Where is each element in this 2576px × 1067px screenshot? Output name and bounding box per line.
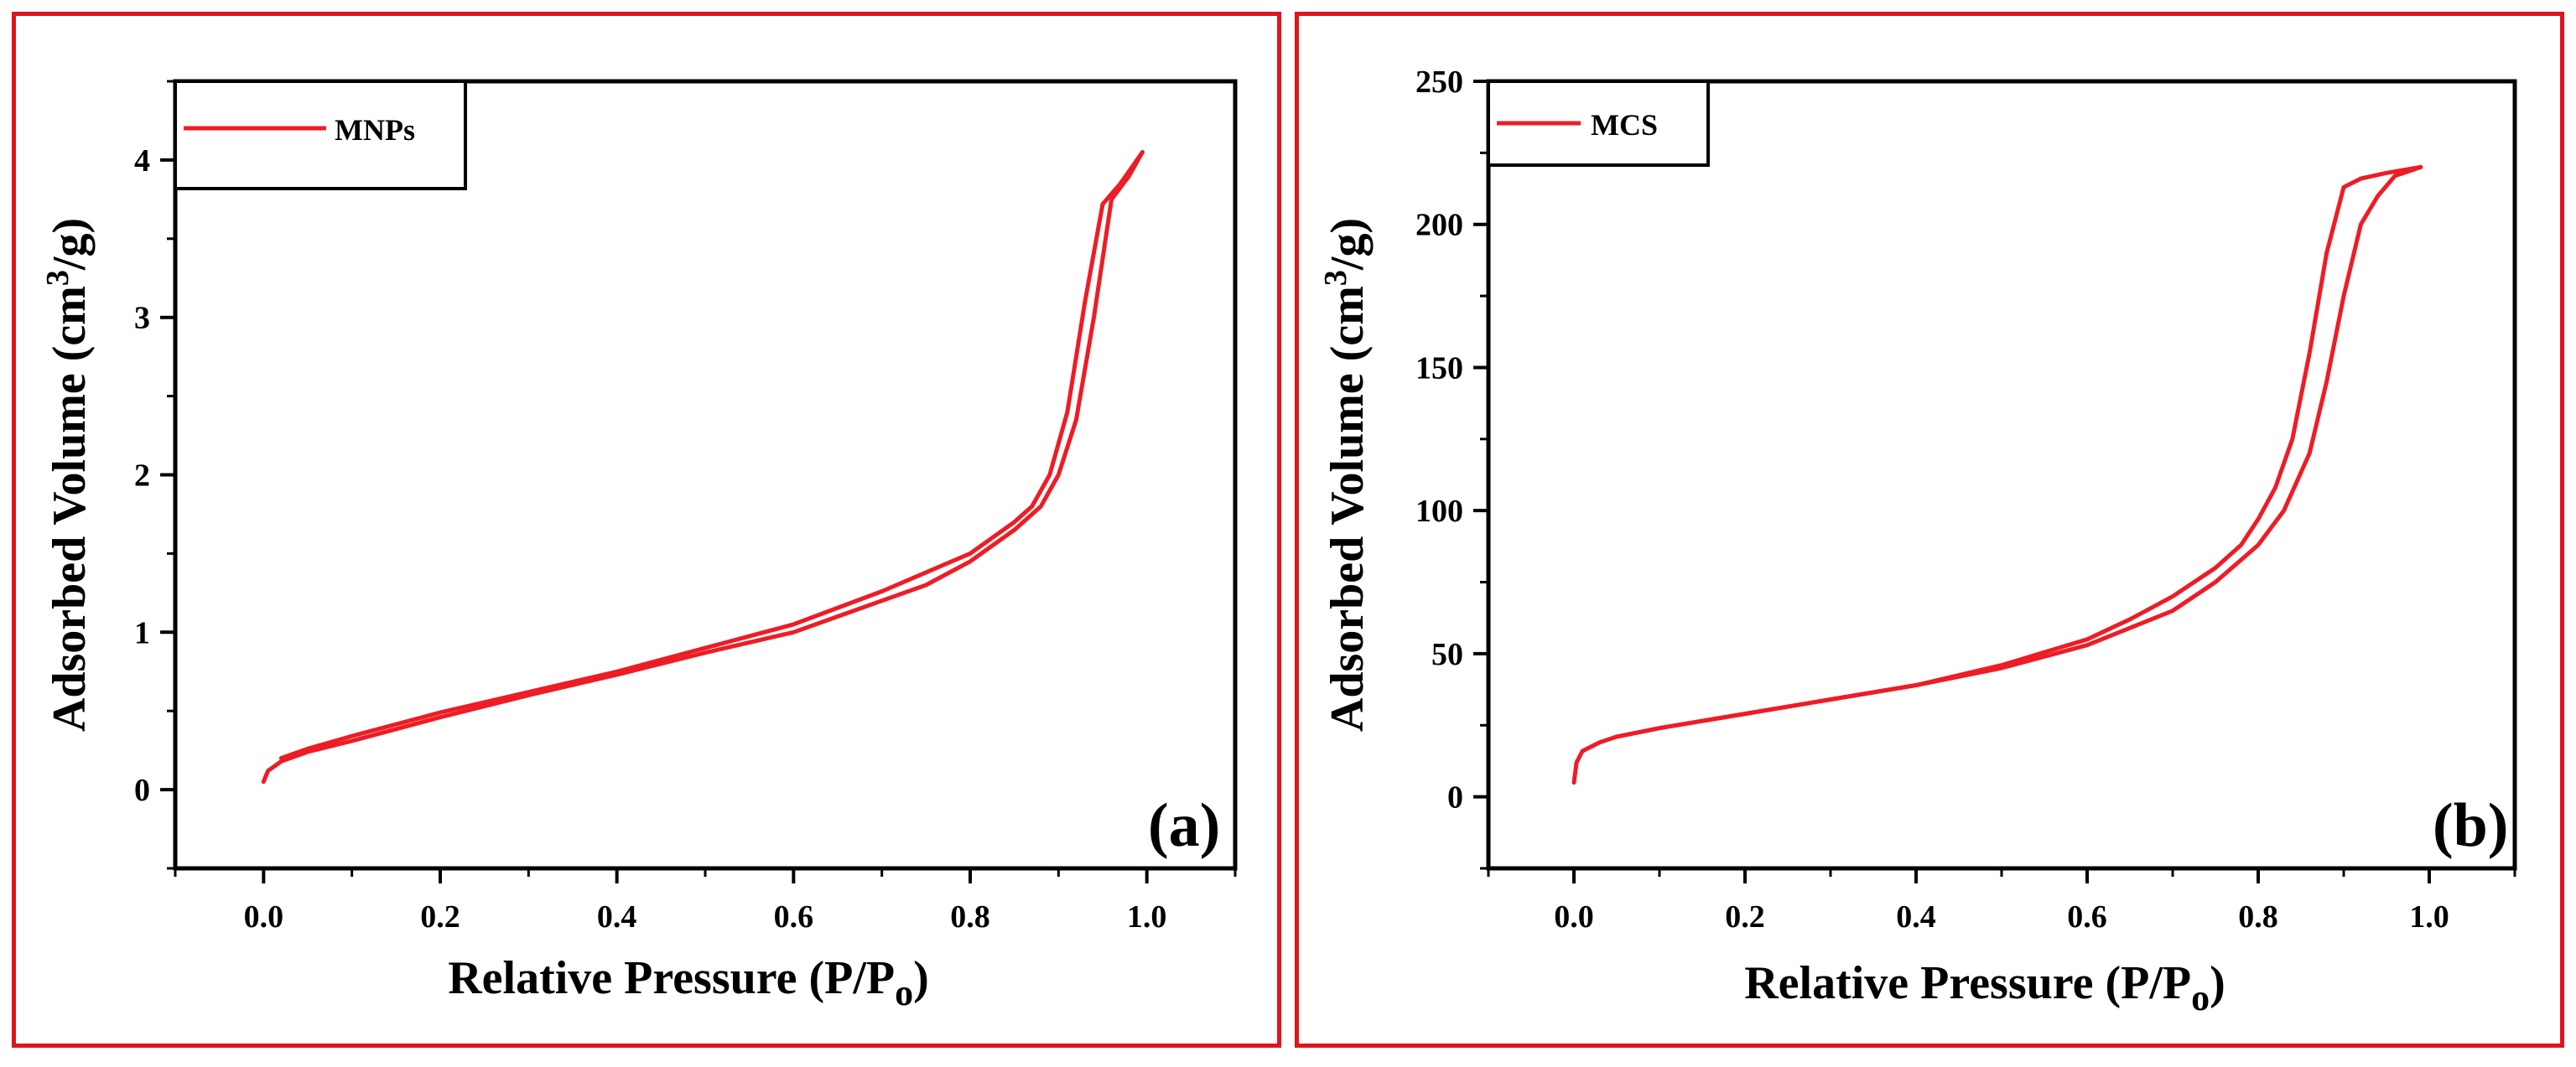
- y-tick-label: 100: [1415, 494, 1463, 529]
- y-axis-title: Adsorbed Volume (cm3/g): [40, 218, 96, 732]
- y-tick-label: 250: [1415, 65, 1463, 100]
- y-axis-title-suffix: /g): [44, 218, 96, 271]
- series-line-mnps-adsorption: [261, 150, 1145, 785]
- x-tick-label: 0.6: [774, 899, 814, 935]
- x-axis-title-subscript: o: [2191, 977, 2210, 1018]
- legend-label: MCS: [1591, 108, 1658, 142]
- y-tick-label: 200: [1415, 208, 1463, 243]
- x-axis-title: Relative Pressure (P/Po): [448, 952, 929, 1013]
- x-axis-title-subscript: o: [895, 972, 913, 1013]
- series-line-mcs-adsorption: [1571, 164, 2423, 785]
- x-axis-title-main: Relative Pressure (P/P: [1744, 957, 2191, 1009]
- y-tick-label: 0: [134, 773, 150, 808]
- x-tick-label: 1.0: [2409, 899, 2449, 935]
- plot-area-frame: [173, 79, 1238, 871]
- x-axis-title-tail: ): [2210, 957, 2225, 1009]
- plot-area-frame: [1486, 79, 2517, 871]
- y-tick-label: 0: [1447, 780, 1463, 816]
- legend-label: MNPs: [335, 113, 415, 147]
- y-tick-label: 3: [134, 301, 150, 336]
- x-tick-label: 0.2: [1725, 899, 1765, 935]
- x-axis-title-tail: ): [913, 952, 929, 1004]
- y-tick-label: 150: [1415, 350, 1463, 386]
- y-axis-title: Adsorbed Volume (cm3/g): [1318, 218, 1374, 732]
- y-axis-title-main: Adsorbed Volume (cm: [1322, 286, 1374, 732]
- x-tick-label: 0.0: [244, 899, 284, 935]
- y-axis-title-superscript: 3: [40, 270, 75, 286]
- panel-label: (b): [2433, 791, 2508, 860]
- y-axis-title-suffix: /g): [1322, 218, 1374, 271]
- panel-b-frame: 0.0 0.2 0.4 0.6 0.8 1.0 0 50 100 150 200 250 MCS (b) R…: [1295, 12, 2564, 1048]
- x-tick-label: 0.2: [420, 899, 460, 935]
- y-tick-label: 1: [134, 615, 150, 650]
- x-tick-label: 0.8: [950, 899, 990, 935]
- x-axis-title-main: Relative Pressure (P/P: [448, 952, 895, 1004]
- y-tick-label: 50: [1431, 637, 1463, 672]
- series-line-mcs-desorption: [1614, 164, 2423, 739]
- x-tick-label: 0.6: [2067, 899, 2107, 935]
- panel-label: (a): [1148, 791, 1220, 860]
- x-tick-label: 0.4: [597, 899, 637, 935]
- y-axis-title-main: Adsorbed Volume (cm: [44, 286, 96, 732]
- legend-box: [174, 80, 467, 190]
- panel-a-frame: 0.0 0.2 0.4 0.6 0.8 1.0 0 1 2 3 4 MNPs (a) Relative P…: [12, 12, 1281, 1048]
- x-tick-label: 1.0: [1127, 899, 1167, 935]
- chart-b: 0.0 0.2 0.4 0.6 0.8 1.0 0 50 100 150 200 250 MCS (b) R…: [1318, 65, 2517, 1018]
- y-tick-label: 2: [134, 458, 150, 494]
- x-tick-label: 0.8: [2238, 899, 2278, 935]
- x-axis-title: Relative Pressure (P/Po): [1744, 957, 2225, 1018]
- x-tick-label: 0.0: [1554, 899, 1594, 935]
- x-tick-label: 0.4: [1896, 899, 1936, 935]
- y-axis-title-superscript: 3: [1318, 270, 1353, 286]
- series-line-mnps-desorption: [278, 150, 1145, 760]
- y-tick-label: 4: [134, 143, 150, 179]
- chart-a: 0.0 0.2 0.4 0.6 0.8 1.0 0 1 2 3 4 MNPs (a) Relative P…: [40, 79, 1238, 1013]
